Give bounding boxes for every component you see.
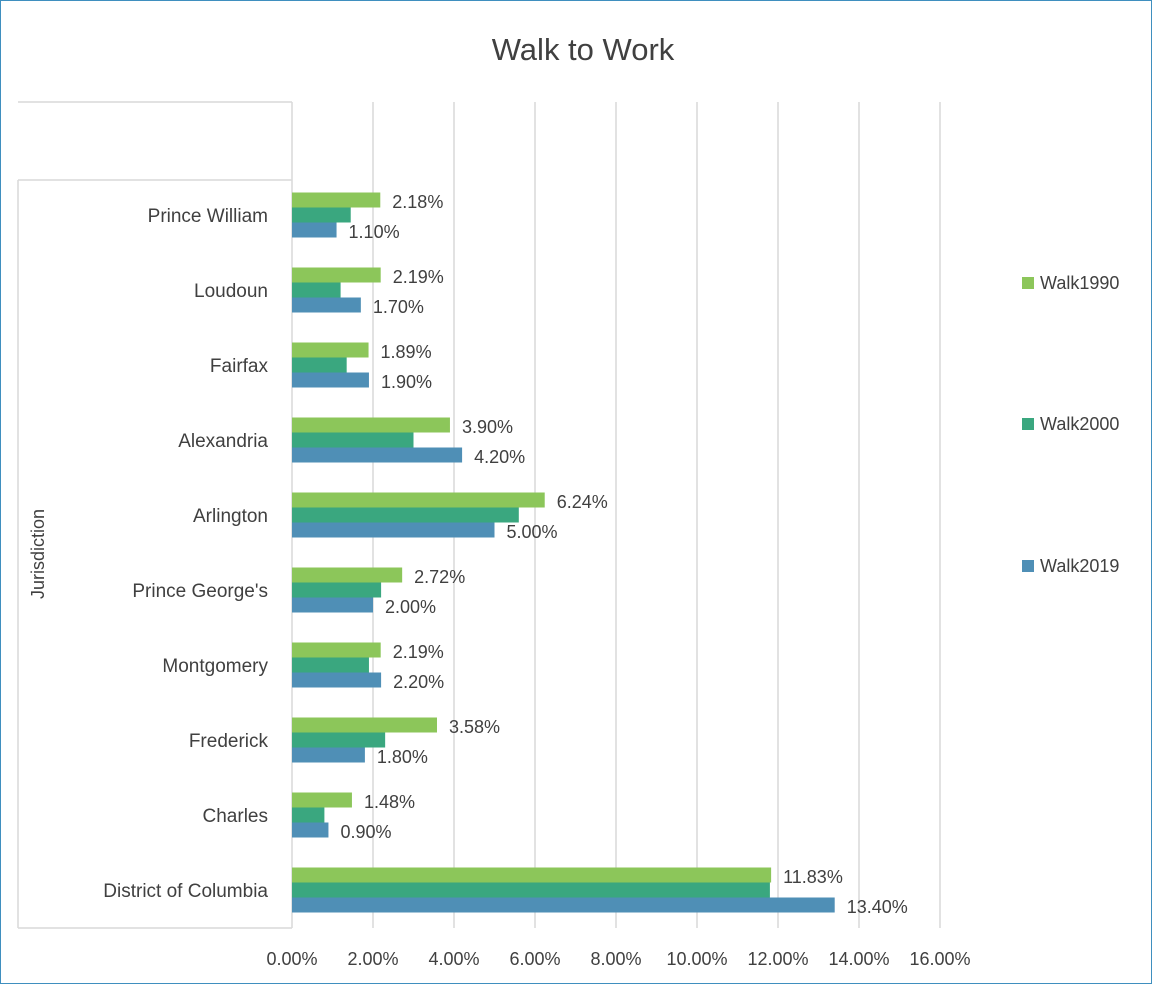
bar-walk2000 [292, 282, 341, 298]
bar-walk1990 [292, 267, 381, 283]
bar-walk2000 [292, 582, 382, 598]
data-label-walk2019: 2.20% [393, 672, 444, 692]
bar-walk2000 [292, 807, 325, 823]
data-label-walk1990: 2.19% [393, 267, 444, 287]
bar-walk2019 [292, 597, 373, 613]
legend-label-walk1990: Walk1990 [1040, 273, 1119, 293]
bars [292, 192, 835, 913]
bar-walk1990 [292, 867, 772, 883]
category-label: District of Columbia [103, 881, 268, 902]
bar-walk1990 [292, 192, 381, 208]
x-tick-label: 2.00% [347, 949, 398, 969]
category-label: Prince William [148, 206, 268, 227]
bar-walk1990 [292, 567, 403, 583]
bar-walk2000 [292, 357, 347, 373]
data-label-walk1990: 2.19% [393, 642, 444, 662]
x-tick-label: 14.00% [828, 949, 889, 969]
bar-walk2019 [292, 447, 463, 463]
data-label-walk1990: 1.48% [364, 792, 415, 812]
bar-walk1990 [292, 492, 545, 508]
bar-walk2000 [292, 732, 386, 748]
x-tick-label: 8.00% [590, 949, 641, 969]
data-labels: 13.40%11.83% 0.90% 1.48% 1.80% 3.58% 2.20% 2.1… [340, 192, 907, 917]
bar-walk1990 [292, 417, 450, 433]
bar-walk1990 [292, 642, 381, 658]
data-label-walk2019: 13.40% [847, 897, 908, 917]
bar-walk2000 [292, 207, 351, 223]
x-tick-labels: 0.00% 2.00% 4.00% 6.00% 8.00% 10.00% 12.00% 14.… [266, 949, 970, 969]
data-label-walk1990: 11.83% [783, 867, 843, 887]
legend-label-walk2000: Walk2000 [1040, 414, 1119, 434]
category-label: Arlington [193, 506, 268, 527]
data-label-walk2019: 2.00% [385, 597, 436, 617]
x-tick-label: 16.00% [909, 949, 970, 969]
bar-walk2019 [292, 222, 337, 238]
x-tick-label: 10.00% [666, 949, 727, 969]
data-label-walk2019: 1.90% [381, 372, 432, 392]
x-tick-label: 12.00% [747, 949, 808, 969]
data-label-walk1990: 3.90% [462, 417, 513, 437]
bar-walk2000 [292, 432, 414, 448]
legend: Walk1990 Walk2000 Walk2019 [1022, 273, 1119, 576]
bar-walk2019 [292, 372, 369, 388]
bar-walk2019 [292, 747, 365, 763]
data-label-walk2019: 1.80% [377, 747, 428, 767]
bar-walk2000 [292, 657, 369, 673]
category-label: Charles [203, 806, 268, 827]
bar-walk2019 [292, 672, 382, 688]
bar-walk2000 [292, 507, 519, 523]
data-label-walk1990: 3.58% [449, 717, 500, 737]
data-label-walk1990: 6.24% [557, 492, 608, 512]
x-tick-label: 0.00% [266, 949, 317, 969]
data-label-walk2019: 5.00% [507, 522, 558, 542]
data-label-walk1990: 1.89% [381, 342, 432, 362]
bar-walk2019 [292, 897, 835, 913]
bar-walk1990 [292, 792, 352, 808]
category-label: Frederick [189, 731, 269, 752]
category-labels: District of Columbia Charles Frederick Mont… [103, 206, 268, 902]
x-tick-label: 4.00% [428, 949, 479, 969]
category-label: Fairfax [210, 356, 269, 377]
category-label: Alexandria [178, 431, 268, 452]
legend-swatch-walk2000 [1022, 418, 1034, 430]
bar-walk2019 [292, 822, 329, 838]
category-label: Loudoun [194, 281, 268, 302]
legend-swatch-walk2019 [1022, 560, 1034, 572]
x-tick-label: 6.00% [509, 949, 560, 969]
y-axis-title: Jurisdiction [28, 509, 48, 599]
data-label-walk2019: 4.20% [474, 447, 525, 467]
category-label: Montgomery [162, 656, 268, 677]
legend-label-walk2019: Walk2019 [1040, 556, 1119, 576]
bar-walk2019 [292, 297, 361, 313]
gridlines [372, 102, 941, 928]
bar-walk2000 [292, 882, 770, 898]
data-label-walk1990: 2.72% [414, 567, 465, 587]
data-label-walk2019: 1.10% [349, 222, 400, 242]
data-label-walk2019: 1.70% [373, 297, 424, 317]
bar-walk1990 [292, 342, 369, 358]
legend-swatch-walk1990 [1022, 277, 1034, 289]
bar-walk2019 [292, 522, 495, 538]
bar-walk1990 [292, 717, 437, 733]
chart-title: Walk to Work [492, 32, 675, 67]
category-label: Prince George's [132, 581, 268, 602]
data-label-walk1990: 2.18% [392, 192, 443, 212]
data-label-walk2019: 0.90% [340, 822, 391, 842]
